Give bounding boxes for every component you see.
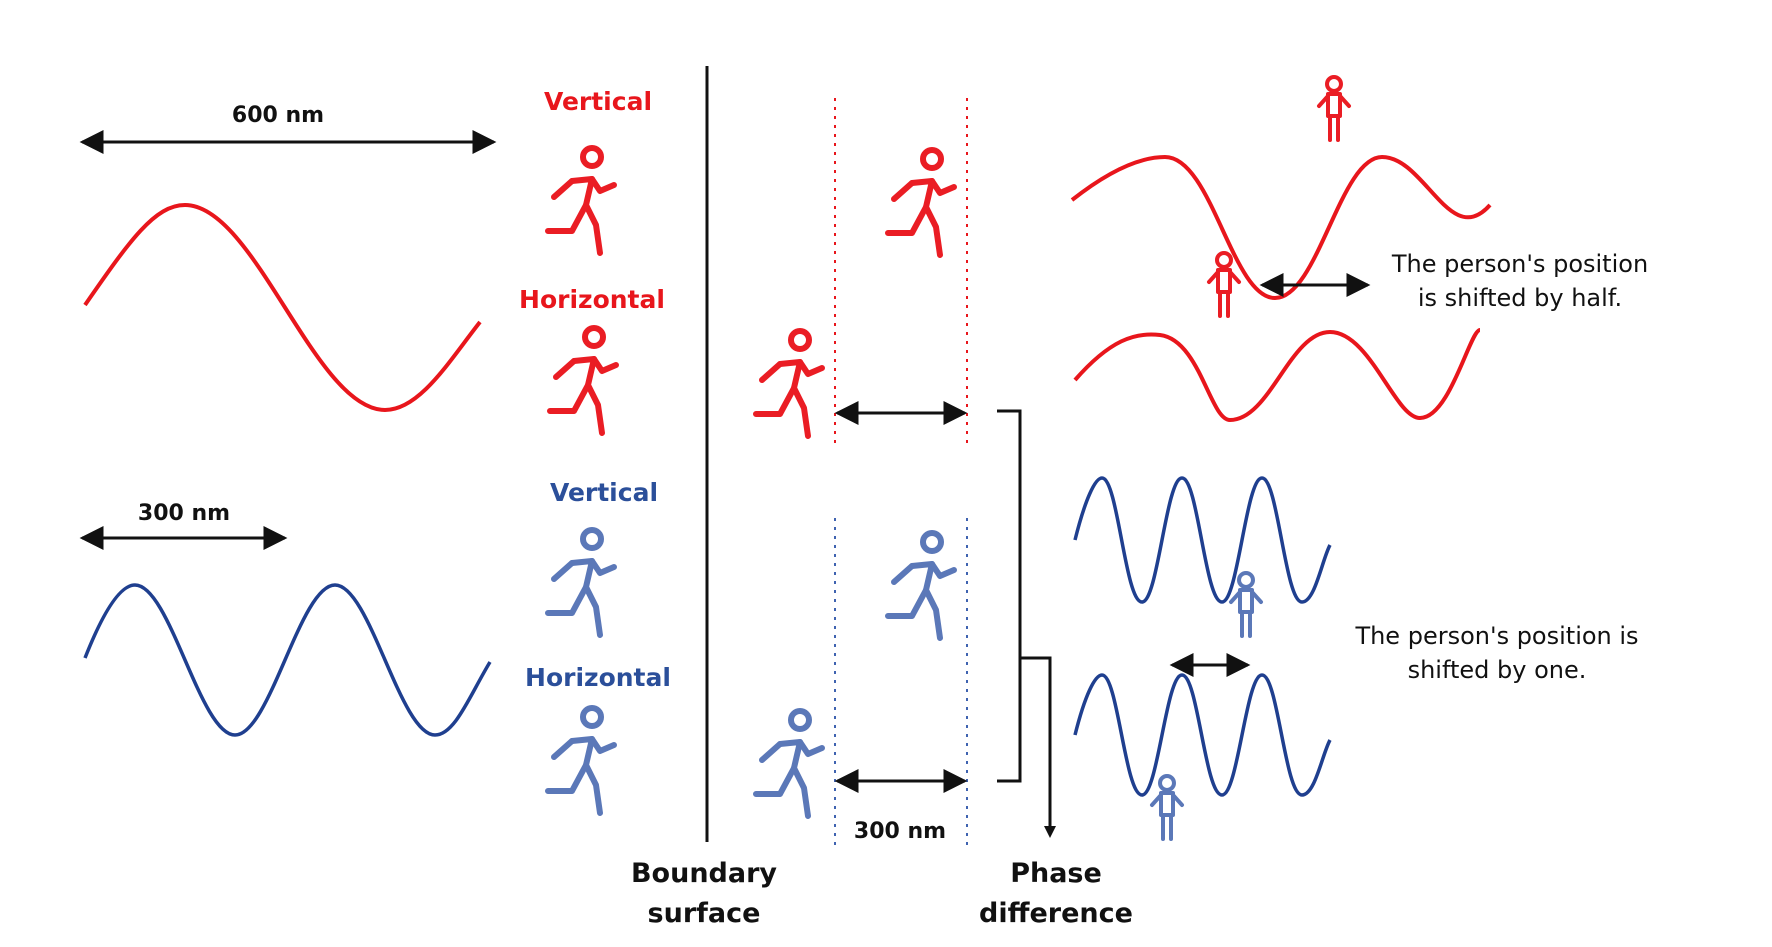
- running-person-icon: [548, 708, 614, 813]
- red-horizontal-label: Horizontal: [519, 285, 665, 314]
- red-vertical-label: Vertical: [544, 87, 652, 116]
- boundary-label-line1: Boundary: [631, 858, 777, 889]
- wavelength-600-label: 600 nm: [232, 103, 324, 128]
- running-person-icon: [756, 331, 822, 436]
- note-half-line1: The person's position: [1391, 250, 1648, 278]
- blue-wave-bottom: [1073, 673, 1332, 797]
- standing-person-icon: [1229, 571, 1263, 638]
- wavelength-300-label: 300 nm: [138, 501, 230, 526]
- blue-vertical-label: Vertical: [550, 478, 658, 507]
- phase-bracket: [997, 409, 1052, 830]
- boundary-label-line2: surface: [648, 898, 761, 929]
- wave-600nm: [83, 202, 482, 413]
- phase-label-line2: difference: [979, 898, 1133, 929]
- running-person-icon: [550, 328, 616, 433]
- phase-label-line1: Phase: [1010, 858, 1102, 889]
- running-person-icon: [888, 533, 954, 638]
- blue-horizontal-label: Horizontal: [525, 663, 671, 692]
- note-half-line2: is shifted by half.: [1418, 284, 1622, 312]
- standing-person-icon: [1207, 251, 1241, 318]
- red-wave-bottom: [1073, 328, 1482, 423]
- note-one-line1: The person's position is: [1354, 622, 1638, 650]
- gap-label: 300 nm: [854, 819, 946, 844]
- standing-person-icon: [1317, 75, 1351, 142]
- phase-bracket-tip: [1044, 826, 1056, 838]
- blue-wave-top: [1073, 476, 1332, 604]
- wave-300nm: [83, 583, 492, 737]
- running-person-icon: [888, 150, 954, 255]
- running-person-icon: [756, 711, 822, 816]
- running-person-icon: [548, 530, 614, 635]
- note-one-line2: shifted by one.: [1408, 656, 1587, 684]
- standing-person-icon: [1150, 774, 1184, 841]
- running-person-icon: [548, 148, 614, 253]
